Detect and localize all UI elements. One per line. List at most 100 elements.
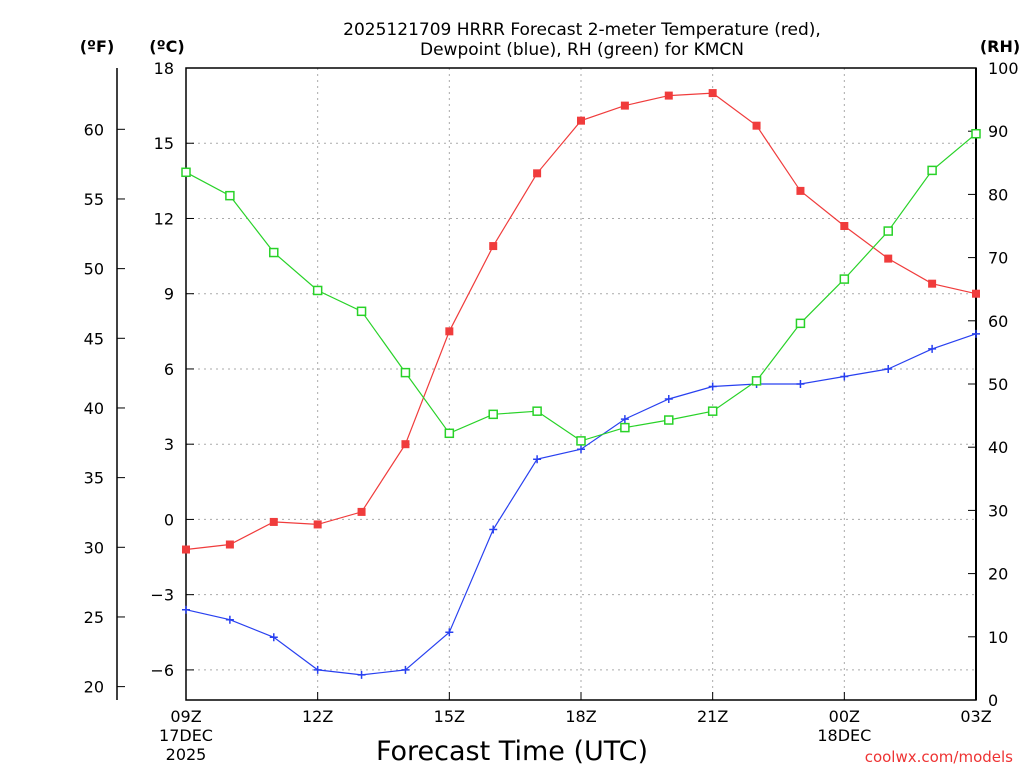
x-tick-label: 18Z <box>565 707 596 726</box>
dewpoint-point <box>928 344 937 353</box>
rh-tick-label: 0 <box>988 691 998 710</box>
x-tick-label: 09Z <box>170 707 201 726</box>
temperature-point <box>577 116 585 125</box>
temperature-point <box>620 101 629 110</box>
dewpoint-point <box>840 372 849 381</box>
dewpoint-line <box>185 333 977 676</box>
rh-tick-label: 80 <box>988 185 1008 204</box>
x-tick-year: 2025 <box>166 745 207 764</box>
fahrenheit-tick-label: 30 <box>84 538 104 557</box>
dewpoint-point <box>796 380 805 388</box>
rh-tick-label: 90 <box>988 122 1008 141</box>
rh-tick-label: 100 <box>988 59 1019 78</box>
rh-point <box>751 376 762 386</box>
rh-point <box>664 415 674 425</box>
temperature-point <box>269 517 278 526</box>
rh-tick-label: 50 <box>988 375 1008 394</box>
plot-frame <box>185 67 977 701</box>
temperature-point <box>225 540 234 549</box>
dewpoint-point <box>313 665 322 674</box>
fahrenheit-tick-label: 35 <box>84 469 104 488</box>
temperature-point <box>489 242 498 251</box>
celsius-axis-unit: (ºC) <box>149 37 184 56</box>
celsius-tick-label: 3 <box>164 435 174 454</box>
x-tick-label: 03Z <box>960 707 991 726</box>
fahrenheit-tick-label: 60 <box>84 120 104 139</box>
dewpoint-point <box>884 364 893 373</box>
rh-point <box>971 128 981 139</box>
dewpoint-point <box>445 628 454 637</box>
title-line-1: 2025121709 HRRR Forecast 2-meter Tempera… <box>343 20 821 40</box>
credit-text: coolwx.com/models <box>865 748 1013 766</box>
celsius-tick-label: −6 <box>150 661 174 680</box>
rh-point <box>839 274 850 284</box>
celsius-tick-label: 6 <box>164 360 174 379</box>
temperature-point <box>182 545 190 554</box>
celsius-tick-label: 15 <box>154 134 174 153</box>
dewpoint-point <box>357 670 366 679</box>
gridlines <box>186 68 976 700</box>
dewpoint-point <box>489 525 498 534</box>
rh-tick-label: 70 <box>988 249 1008 268</box>
fahrenheit-tick-label: 50 <box>84 260 104 279</box>
dewpoint-point <box>182 605 190 614</box>
dewpoint-point <box>401 665 410 674</box>
dewpoint-point <box>664 395 673 404</box>
rh-point <box>269 247 279 258</box>
rh-point <box>312 285 323 296</box>
temperature-point <box>972 289 980 298</box>
dewpoint-point <box>577 445 585 454</box>
rh-tick-label: 30 <box>988 501 1008 520</box>
rh-point <box>795 318 806 329</box>
temperature-point <box>884 254 893 263</box>
x-tick-label: 21Z <box>697 707 728 726</box>
celsius-tick-label: −3 <box>150 586 174 605</box>
rh-tick-label: 40 <box>988 438 1008 457</box>
fahrenheit-tick-label: 20 <box>84 678 104 697</box>
temperature-point <box>752 121 761 130</box>
temperature-point <box>840 222 849 230</box>
rh-line <box>185 133 977 442</box>
rh-point <box>444 428 455 439</box>
x-tick-label: 15Z <box>434 707 465 726</box>
dewpoint-point <box>225 615 234 624</box>
dewpoint-point <box>620 415 629 424</box>
dewpoint-point <box>972 329 980 338</box>
rh-point <box>927 165 937 176</box>
celsius-tick-label: 12 <box>154 209 174 228</box>
rh-point <box>707 406 718 416</box>
x-axis-title: Forecast Time (UTC) <box>376 736 648 767</box>
rh-point <box>576 436 586 446</box>
rh-point <box>620 422 630 433</box>
rh-point <box>181 167 191 178</box>
rh-tick-label: 60 <box>988 312 1008 331</box>
x-tick-label: 12Z <box>302 707 333 726</box>
rh-point <box>400 367 411 378</box>
temperature-point <box>401 440 410 449</box>
fahrenheit-axis-unit: (ºF) <box>80 37 115 56</box>
temperature-point <box>928 279 937 288</box>
temperature-point <box>664 91 673 100</box>
temperature-point <box>313 520 322 529</box>
fahrenheit-tick-label: 45 <box>84 329 104 348</box>
dewpoint-point <box>269 633 278 642</box>
temperature-point <box>796 186 805 195</box>
celsius-tick-label: 9 <box>164 285 174 304</box>
rh-point <box>225 190 235 201</box>
rh-tick-label: 10 <box>988 628 1008 647</box>
chart-title: 2025121709 HRRR Forecast 2-meter Tempera… <box>343 20 821 60</box>
title-line-2: Dewpoint (blue), RH (green) for KMCN <box>420 40 744 60</box>
celsius-tick-label: 18 <box>154 59 174 78</box>
rh-point <box>356 306 367 317</box>
dewpoint-point <box>708 382 717 391</box>
celsius-tick-label: 0 <box>164 510 174 529</box>
x-tick-date: 18DEC <box>817 726 871 745</box>
fahrenheit-tick-label: 40 <box>84 399 104 418</box>
dewpoint-point <box>533 455 542 464</box>
temperature-point <box>357 507 366 516</box>
temperature-point <box>445 327 454 336</box>
fahrenheit-tick-label: 25 <box>84 608 104 627</box>
rh-point <box>488 409 498 420</box>
